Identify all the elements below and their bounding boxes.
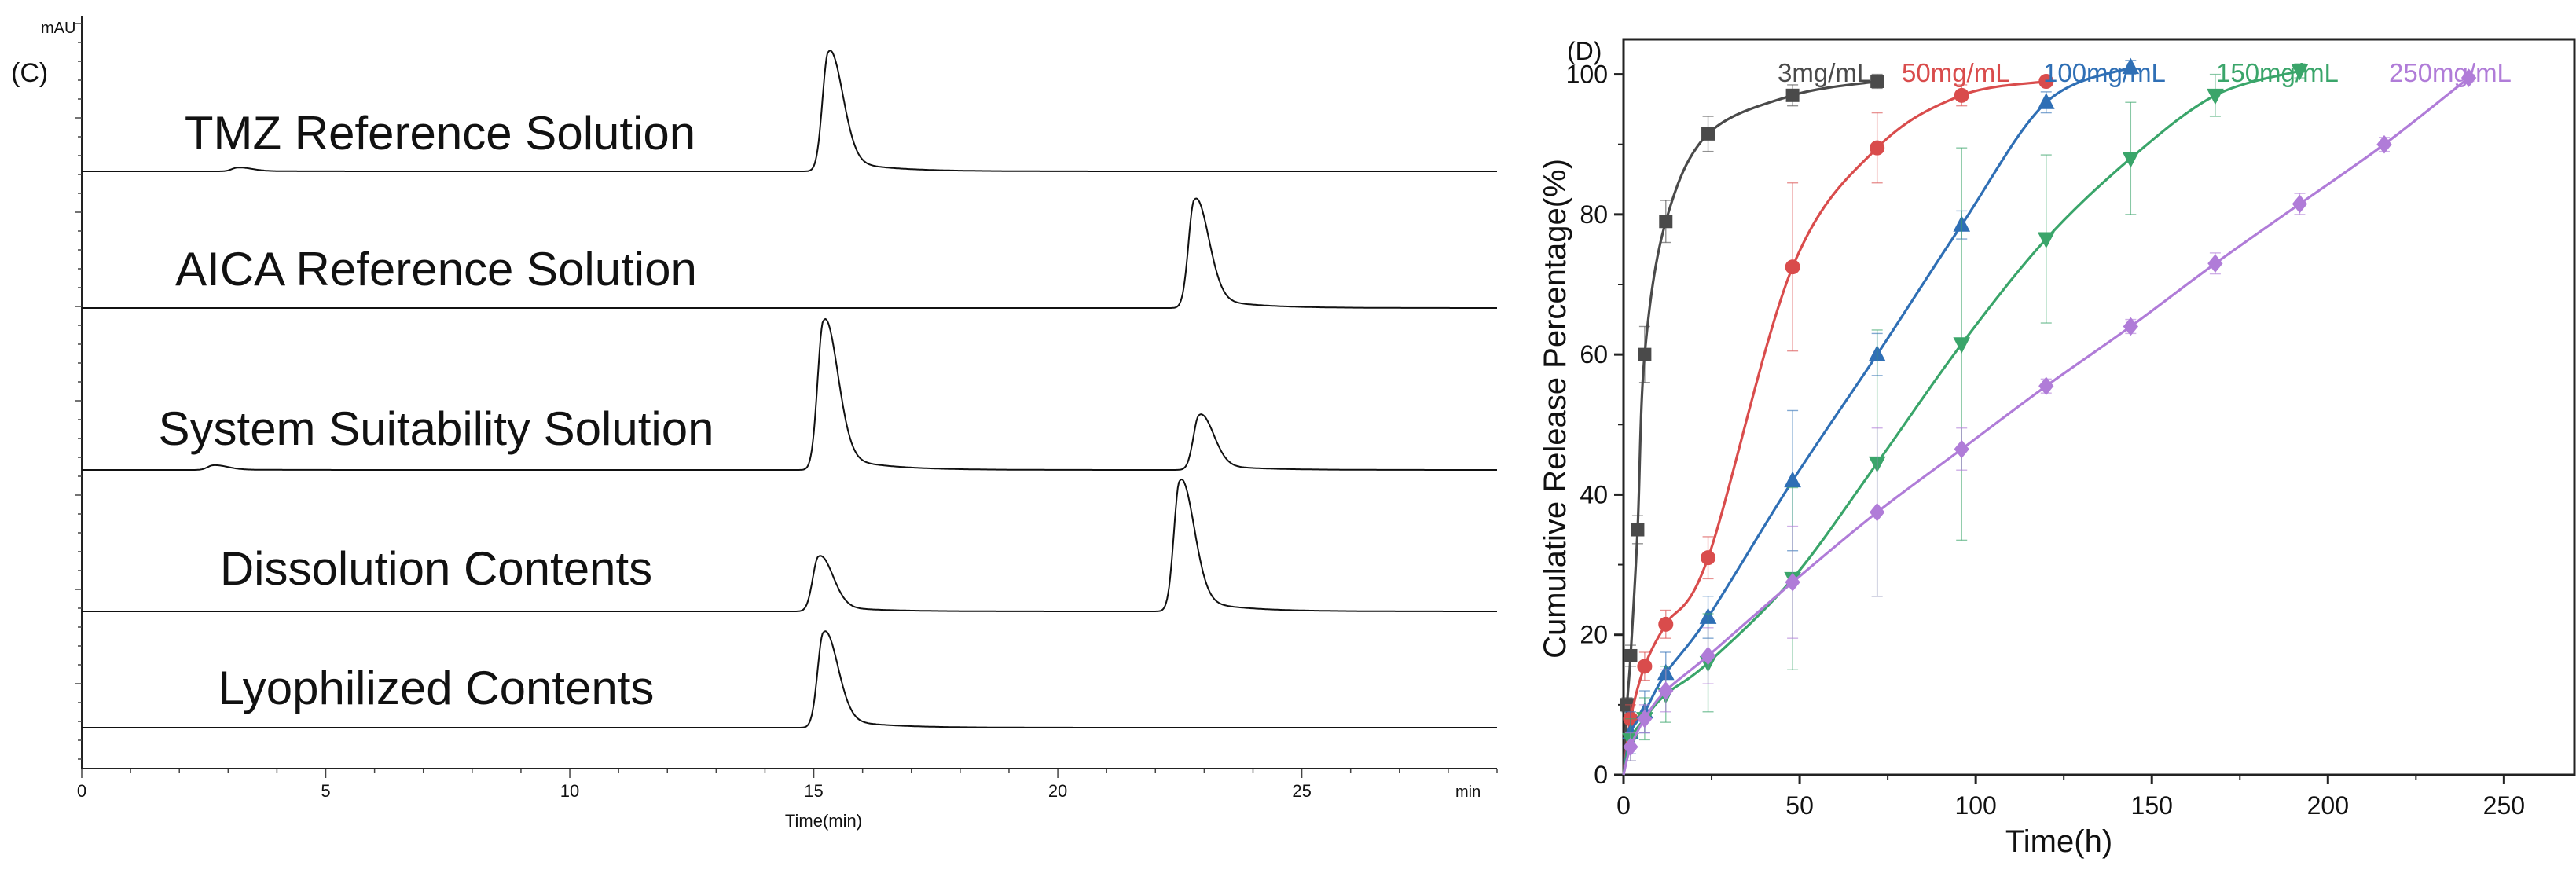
legend-entry: 250mg/mL [2389, 58, 2512, 87]
legend: 3mg/mL 50mg/mL 100mg/mL 150mg/mL 250mg/mL [1778, 58, 2512, 87]
y-tick-label: 40 [1580, 480, 1608, 508]
release-panel: (D) 0 50 100 150 200 250 0 20 40 60 80 100 3mg/mL 50… [1538, 37, 2576, 859]
data-point-marker [1658, 681, 1674, 700]
x-tick-label: 200 [2307, 791, 2349, 820]
x-tick-label: 250 [2483, 791, 2525, 820]
data-point-marker [2122, 57, 2140, 75]
data-point-marker [1870, 74, 1884, 88]
data-point-marker [1953, 337, 1971, 354]
data-point-marker [2123, 317, 2138, 336]
x-tick-label: 10 [560, 781, 579, 801]
series-50mg [1622, 73, 2054, 776]
legend-entry: 50mg/mL [1902, 58, 2010, 87]
y-tick-label: 100 [1566, 61, 1608, 89]
trace-line [82, 197, 1497, 309]
data-point-marker [2207, 254, 2223, 273]
series-250mg [1622, 68, 2477, 776]
y-tick-label: 80 [1580, 200, 1608, 229]
data-point-marker [1637, 709, 1653, 728]
x-tick-label: 0 [77, 781, 86, 801]
data-point-marker [2038, 376, 2054, 396]
data-point-marker [1701, 550, 1716, 566]
x-tick-label: 5 [321, 781, 330, 801]
chromatogram-traces: TMZ Reference Solution AICA Reference Sol… [82, 50, 1497, 728]
chromatogram-y-ticks [75, 23, 82, 760]
release-y-label: Cumulative Release Percentage(%) [1538, 159, 1572, 659]
data-point-marker [2038, 73, 2054, 89]
data-point-marker [2292, 194, 2308, 214]
trace-label: AICA Reference Solution [175, 243, 697, 295]
y-tick-label: 0 [1594, 761, 1608, 789]
plot-frame [1622, 38, 2576, 776]
data-point-marker [1701, 127, 1715, 141]
data-point-marker [2207, 88, 2224, 105]
trace-line [82, 50, 1497, 172]
series-line [1622, 79, 2047, 776]
data-point-marker [1785, 573, 1800, 592]
y-tick-label: 20 [1580, 621, 1608, 649]
x-tick-label: 20 [1048, 781, 1067, 801]
trace-label: System Suitability Solution [159, 402, 714, 455]
legend-entry: 150mg/mL [2216, 58, 2339, 87]
data-point-marker [2460, 68, 2477, 87]
release-x-label: Time(h) [2005, 824, 2112, 859]
legend-entry: 3mg/mL [1778, 58, 1871, 87]
trace-label: TMZ Reference Solution [185, 107, 695, 160]
panel-c-label: (C) [11, 58, 48, 88]
data-point-marker [2122, 152, 2140, 168]
panel-d-label: (D) [1567, 37, 1602, 65]
x-tick-label: 0 [1616, 791, 1631, 820]
data-point-marker [1870, 140, 1885, 156]
trace-label: Lyophilized Contents [218, 662, 655, 714]
x-unit-label: min [1455, 783, 1481, 801]
data-point-marker [1624, 648, 1638, 662]
data-point-marker [1659, 215, 1673, 229]
series-line [1622, 79, 1877, 776]
release-axis-ticks: 0 50 100 150 200 250 0 20 40 60 80 100 [1566, 61, 2525, 820]
data-point-marker [2376, 134, 2392, 154]
chromatogram-x-ticks: 0 5 10 15 20 25 [77, 769, 1498, 801]
x-tick-label: 100 [1954, 791, 1996, 820]
data-point-marker [1784, 471, 1801, 488]
chromatogram-x-label: Time(min) [785, 811, 862, 831]
chromatogram-panel: (C) mAU min 0 5 10 15 20 25 TMZ Reference Sol… [11, 16, 1498, 831]
legend-entry: 100mg/mL [2043, 58, 2166, 87]
data-point-marker [1637, 659, 1653, 674]
data-point-marker [1700, 646, 1716, 666]
data-point-marker [2037, 232, 2055, 249]
trace-line [82, 478, 1497, 612]
release-series [1620, 57, 2477, 776]
data-point-marker [1954, 439, 1969, 459]
series-150mg [1622, 63, 2309, 776]
trace-line [82, 630, 1497, 728]
y-tick-label: 60 [1580, 340, 1608, 369]
data-point-marker [1954, 87, 1969, 103]
x-tick-label: 15 [804, 781, 823, 801]
data-point-marker [1623, 737, 1638, 757]
series-100mg [1622, 57, 2140, 776]
data-point-marker [2291, 64, 2309, 81]
y-unit-label: mAU [41, 20, 75, 37]
data-point-marker [1870, 502, 1885, 522]
trace-label: Dissolution Contents [220, 542, 652, 595]
x-tick-label: 25 [1292, 781, 1311, 801]
data-point-marker [1631, 523, 1645, 537]
data-point-marker [2037, 93, 2055, 109]
x-tick-label: 50 [1785, 791, 1814, 820]
x-tick-label: 150 [2131, 791, 2173, 820]
series-3mg [1620, 73, 1884, 776]
data-point-marker [1785, 259, 1800, 275]
data-point-marker [1638, 347, 1652, 361]
data-point-marker [1658, 616, 1674, 632]
data-point-marker [1785, 88, 1800, 102]
trace-line [82, 317, 1497, 471]
